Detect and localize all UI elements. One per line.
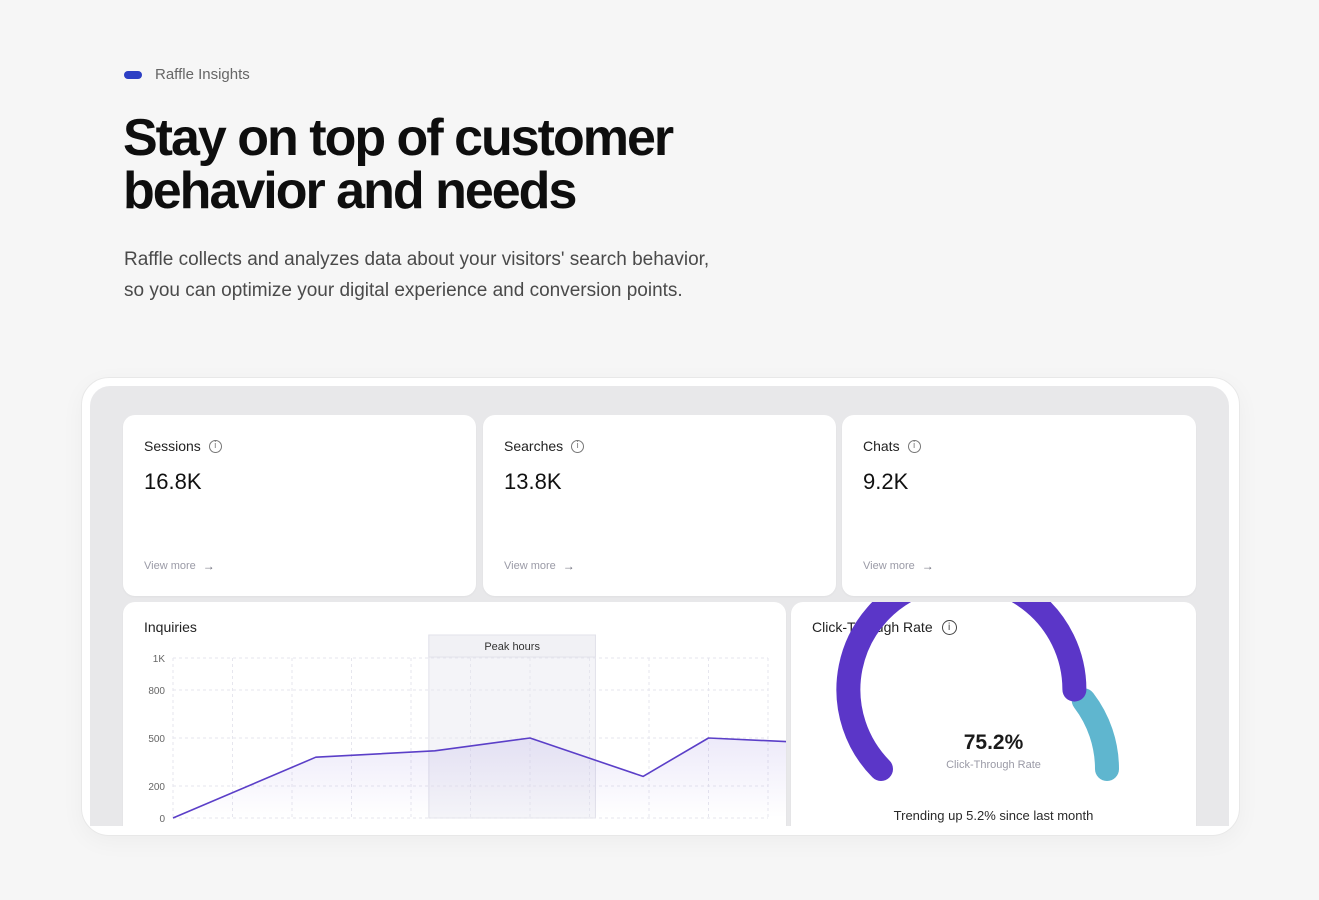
eyebrow-label: Raffle Insights xyxy=(155,66,250,83)
view-more-link[interactable]: View more → xyxy=(863,559,934,573)
stat-card-chats: Chats i 9.2K View more → xyxy=(842,415,1196,596)
gauge-remaining-arc xyxy=(1071,688,1119,781)
stat-label-row: Searches i xyxy=(504,438,585,454)
y-tick-label: 200 xyxy=(148,782,165,793)
stat-value: 9.2K xyxy=(863,469,909,494)
stat-label-row: Chats i xyxy=(863,438,921,454)
eyebrow: Raffle Insights xyxy=(124,66,250,83)
stat-label-row: Sessions i xyxy=(144,438,222,454)
info-icon[interactable]: i xyxy=(571,439,585,453)
inquiries-title: Inquiries xyxy=(144,619,197,635)
dashboard-preview: Sessions i 16.8K View more → Searches i … xyxy=(90,386,1229,826)
arrow-right-icon: → xyxy=(921,559,934,573)
stat-label: Chats xyxy=(863,438,900,454)
arrow-right-icon: → xyxy=(202,559,215,573)
stat-card-searches: Searches i 13.8K View more → xyxy=(483,415,836,596)
stat-label: Searches xyxy=(504,438,564,454)
stat-label: Sessions xyxy=(144,438,201,454)
gauge-value-arc xyxy=(836,602,1087,781)
info-icon[interactable]: i xyxy=(941,619,957,635)
lede-line-1: Raffle collects and analyzes data about … xyxy=(124,249,710,270)
stat-value: 13.8K xyxy=(504,469,562,494)
arrow-right-icon: → xyxy=(562,559,575,573)
peak-hours-label: Peak hours xyxy=(484,641,540,653)
headline: Stay on top of customer behavior and nee… xyxy=(123,112,763,218)
headline-line-1: Stay on top of customer xyxy=(123,109,674,167)
y-tick-label: 800 xyxy=(148,686,165,697)
stat-card-sessions: Sessions i 16.8K View more → xyxy=(123,415,476,596)
inquiries-card: Inquiries Peak hours 1K 800 500 200 0 xyxy=(123,602,786,826)
gauge-value: 75.2% xyxy=(963,731,1024,754)
lede-line-2: so you can optimize your digital experie… xyxy=(124,280,683,301)
y-tick-label: 1K xyxy=(153,654,166,665)
series-area xyxy=(173,738,786,818)
view-more-link[interactable]: View more → xyxy=(144,559,215,573)
y-tick-label: 500 xyxy=(148,734,165,745)
gauge-sublabel: Click-Through Rate xyxy=(946,759,1041,771)
view-more-label: View more xyxy=(504,560,556,572)
inquiries-chart: Peak hours 1K 800 500 200 0 xyxy=(148,634,786,825)
view-more-link[interactable]: View more → xyxy=(504,559,575,573)
y-tick-label: 0 xyxy=(159,814,165,825)
lede: Raffle collects and analyzes data about … xyxy=(124,244,784,306)
info-icon[interactable]: i xyxy=(208,439,222,453)
trend-text: Trending up 5.2% since last month xyxy=(893,808,1094,823)
view-more-label: View more xyxy=(144,560,196,572)
ctr-card: Click-Through Rate i 75.2% Click-Through… xyxy=(791,602,1196,826)
eyebrow-pill xyxy=(124,70,142,79)
ctr-gauge xyxy=(836,602,1119,781)
stat-value: 16.8K xyxy=(144,469,202,494)
peak-hours-header xyxy=(428,634,596,658)
headline-line-2: behavior and needs xyxy=(123,162,577,220)
info-icon[interactable]: i xyxy=(907,439,921,453)
view-more-label: View more xyxy=(863,560,915,572)
